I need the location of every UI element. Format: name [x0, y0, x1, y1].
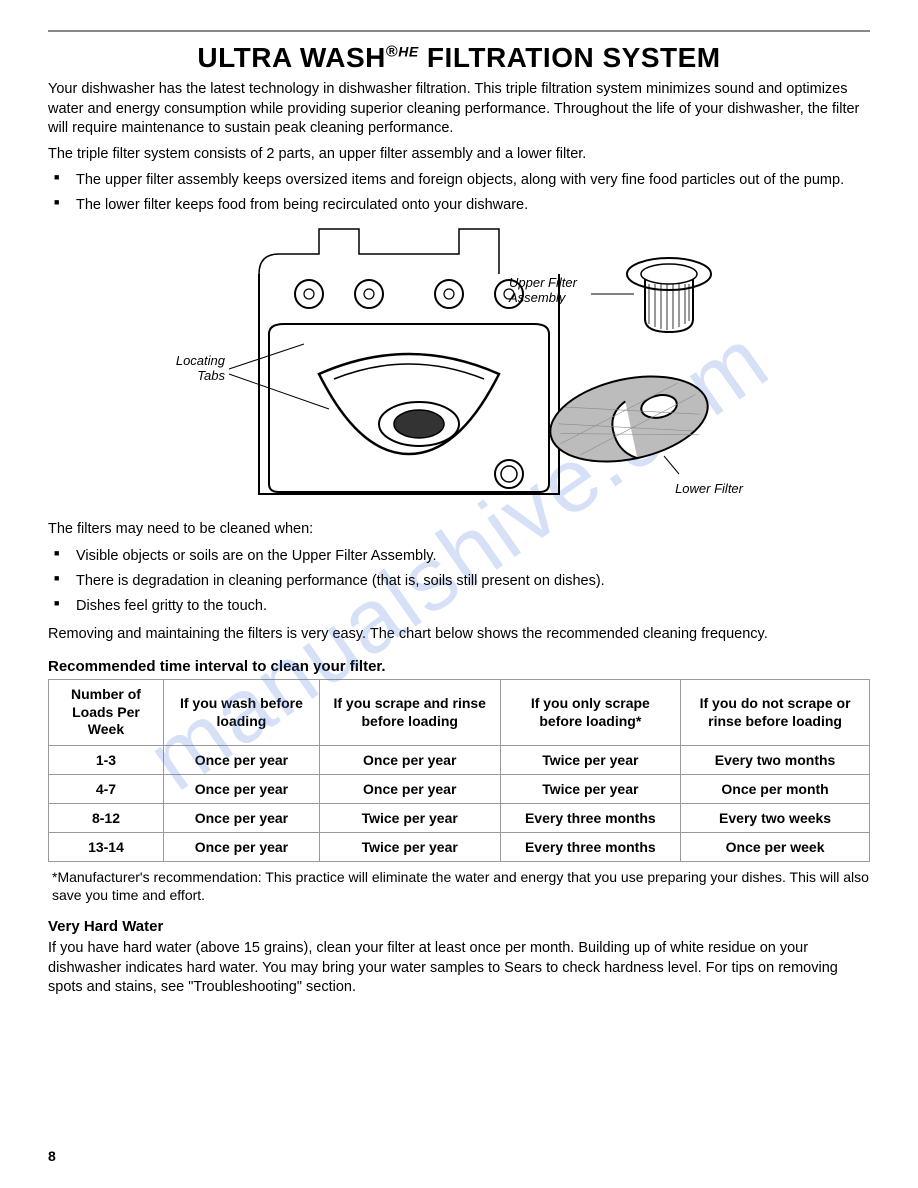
page: manualshive.com ULTRA WASH®HE FILTRATION… [0, 0, 918, 1188]
diagram-svg [159, 224, 759, 514]
filter-diagram: LocatingTabs Upper FilterAssembly Lower … [159, 224, 759, 514]
clean-when-bullet: There is degradation in cleaning perform… [68, 571, 870, 592]
table-cell: Once per year [163, 832, 319, 861]
title-pre: ULTRA WASH [197, 42, 386, 73]
table-row: 1-3 Once per year Once per year Twice pe… [49, 745, 870, 774]
table-cell: Once per year [319, 745, 500, 774]
intro-bullets: The upper filter assembly keeps oversize… [48, 170, 870, 216]
table-header: If you wash before loading [163, 680, 319, 746]
page-title: ULTRA WASH®HE FILTRATION SYSTEM [48, 42, 870, 74]
diagram-label-locating-tabs: LocatingTabs [165, 354, 225, 383]
table-row: 13-14 Once per year Twice per year Every… [49, 832, 870, 861]
top-rule [48, 30, 870, 32]
hard-water-heading: Very Hard Water [48, 918, 870, 935]
table-header: Number of Loads Per Week [49, 680, 164, 746]
table-cell: Once per year [163, 774, 319, 803]
table-row: 4-7 Once per year Once per year Twice pe… [49, 774, 870, 803]
registered-mark: ® [386, 44, 398, 61]
table-cell: 8-12 [49, 803, 164, 832]
table-header: If you do not scrape or rinse before loa… [681, 680, 870, 746]
table-cell: Every two months [681, 745, 870, 774]
table-cell: Every three months [500, 832, 681, 861]
table-row: 8-12 Once per year Twice per year Every … [49, 803, 870, 832]
table-caption: Recommended time interval to clean your … [48, 658, 870, 675]
table-cell: Once per month [681, 774, 870, 803]
table-cell: Twice per year [319, 803, 500, 832]
hard-water-body: If you have hard water (above 15 grains)… [48, 939, 870, 998]
he-mark: HE [398, 44, 418, 60]
table-cell: Every two weeks [681, 803, 870, 832]
table-cell: Once per year [319, 774, 500, 803]
table-cell: Once per year [163, 745, 319, 774]
table-cell: Every three months [500, 803, 681, 832]
title-post: FILTRATION SYSTEM [419, 42, 721, 73]
table-cell: Twice per year [319, 832, 500, 861]
table-cell: Once per week [681, 832, 870, 861]
table-header-row: Number of Loads Per Week If you wash bef… [49, 680, 870, 746]
table-cell: 1-3 [49, 745, 164, 774]
page-number: 8 [48, 1148, 56, 1164]
clean-when-bullet: Visible objects or soils are on the Uppe… [68, 546, 870, 567]
diagram-label-upper-filter: Upper FilterAssembly [509, 276, 589, 305]
intro-bullet: The upper filter assembly keeps oversize… [68, 170, 870, 191]
clean-when-bullets: Visible objects or soils are on the Uppe… [48, 546, 870, 617]
table-cell: Twice per year [500, 745, 681, 774]
table-cell: Once per year [163, 803, 319, 832]
intro-bullet: The lower filter keeps food from being r… [68, 195, 870, 216]
cleaning-frequency-table: Number of Loads Per Week If you wash bef… [48, 679, 870, 862]
table-cell: 13-14 [49, 832, 164, 861]
table-header: If you scrape and rinse before loading [319, 680, 500, 746]
clean-when-intro: The filters may need to be cleaned when: [48, 520, 870, 540]
table-header: If you only scrape before loading* [500, 680, 681, 746]
diagram-label-lower-filter: Lower Filter [675, 482, 743, 496]
removing-p: Removing and maintaining the filters is … [48, 625, 870, 645]
clean-when-bullet: Dishes feel gritty to the touch. [68, 596, 870, 617]
intro-p1: Your dishwasher has the latest technolog… [48, 80, 870, 139]
intro-p2: The triple filter system consists of 2 p… [48, 145, 870, 165]
table-cell: Twice per year [500, 774, 681, 803]
table-cell: 4-7 [49, 774, 164, 803]
table-footnote: *Manufacturer's recommendation: This pra… [52, 868, 870, 904]
